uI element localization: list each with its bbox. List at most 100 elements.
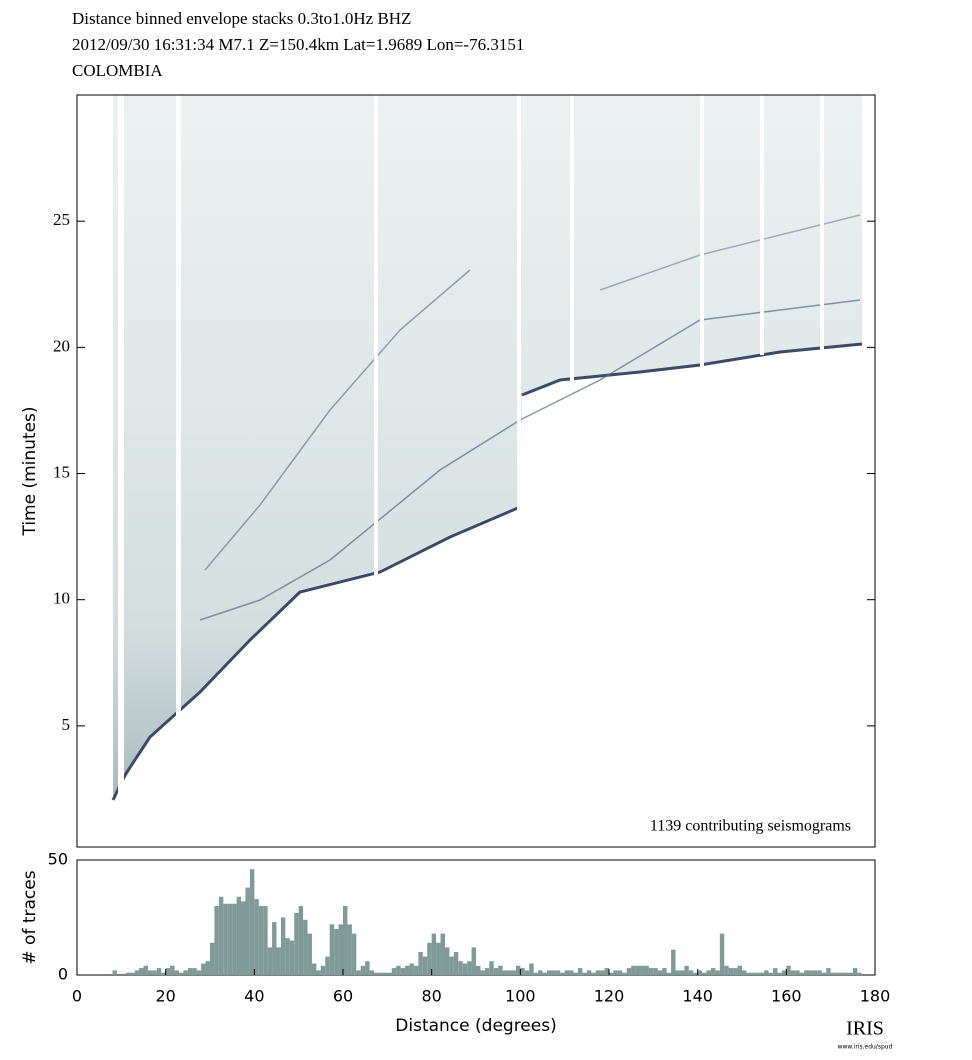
bar xyxy=(183,970,188,975)
bar xyxy=(227,903,233,975)
bar xyxy=(653,968,658,975)
bar xyxy=(502,970,508,975)
bar xyxy=(316,970,321,975)
gap-stripe xyxy=(570,95,574,385)
y-axis-label: # of traces xyxy=(20,870,40,964)
bar xyxy=(728,968,734,975)
bar xyxy=(755,972,760,975)
y-tick-label: 20 xyxy=(53,336,70,355)
envelope-image xyxy=(111,95,863,801)
bar xyxy=(161,972,166,975)
x-tick-label: 180 xyxy=(860,987,891,1006)
x-tick-label: 20 xyxy=(155,987,175,1006)
bar xyxy=(449,956,454,975)
bar xyxy=(374,972,379,975)
bar xyxy=(152,970,157,975)
bar xyxy=(520,968,525,975)
gap-stripe xyxy=(374,95,378,580)
logo: IRIS xyxy=(846,1018,884,1040)
envelope-field xyxy=(113,95,862,800)
bar xyxy=(546,970,552,975)
y-tick-label: 15 xyxy=(53,462,70,481)
bar xyxy=(830,972,836,975)
bar xyxy=(378,972,383,975)
bar xyxy=(201,963,206,975)
bar xyxy=(515,965,521,975)
bar xyxy=(826,968,831,975)
bar xyxy=(799,972,805,975)
chart-title: 2012/09/30 16:31:34 M7.1 Z=150.4km Lat=1… xyxy=(72,35,524,54)
bar xyxy=(573,972,578,975)
bar xyxy=(440,933,445,975)
bar xyxy=(679,970,685,975)
bar xyxy=(311,963,317,975)
chart-title: COLOMBIA xyxy=(72,61,163,80)
bar xyxy=(458,961,463,975)
bar xyxy=(498,965,503,975)
bar xyxy=(391,968,397,975)
bar xyxy=(715,970,720,975)
bar xyxy=(267,947,273,975)
bar xyxy=(236,896,242,975)
y-tick-label: 50 xyxy=(48,850,68,869)
bar xyxy=(542,972,547,975)
bar xyxy=(533,972,539,975)
bar xyxy=(742,970,747,975)
bar xyxy=(595,970,601,975)
bar xyxy=(640,965,645,975)
bar xyxy=(143,965,148,975)
x-tick-label: 120 xyxy=(594,987,625,1006)
bar xyxy=(511,970,516,975)
bar xyxy=(139,968,144,975)
bar xyxy=(662,968,667,975)
x-axis-label: Distance (degrees) xyxy=(395,1016,556,1036)
bar xyxy=(688,970,694,975)
bar xyxy=(480,970,485,975)
bar xyxy=(524,970,530,975)
bar xyxy=(635,965,641,975)
bar xyxy=(280,917,286,975)
bar xyxy=(631,965,636,975)
bar xyxy=(626,968,632,975)
bar xyxy=(422,956,428,975)
bar xyxy=(604,968,609,975)
bar xyxy=(529,963,534,975)
bar xyxy=(320,965,326,975)
bar xyxy=(214,906,219,975)
bar xyxy=(289,940,295,975)
bar xyxy=(365,961,370,975)
bar xyxy=(369,970,375,975)
bar xyxy=(773,968,778,975)
bar xyxy=(675,970,680,975)
bar xyxy=(130,972,135,975)
bar xyxy=(303,919,308,975)
bar xyxy=(648,968,654,975)
bar xyxy=(493,968,499,975)
phase-line xyxy=(199,299,861,621)
gap-stripe xyxy=(760,95,764,355)
bar xyxy=(427,942,432,975)
bar xyxy=(307,933,312,975)
gap-stripe xyxy=(176,95,181,720)
bar xyxy=(484,968,490,975)
bar xyxy=(405,965,410,975)
bar xyxy=(622,972,627,975)
bar xyxy=(382,972,388,975)
bar xyxy=(276,947,281,975)
bar xyxy=(245,887,250,975)
bar xyxy=(387,972,392,975)
y-tick-label: 10 xyxy=(53,589,70,608)
bar xyxy=(294,912,299,975)
bar xyxy=(263,906,268,975)
bar xyxy=(750,972,756,975)
chart-title: Distance binned envelope stacks 0.3to1.0… xyxy=(72,9,411,28)
bar xyxy=(507,970,512,975)
bar xyxy=(254,899,259,975)
bar xyxy=(759,972,765,975)
bar xyxy=(790,970,796,975)
bar xyxy=(112,970,117,975)
gap-stripe xyxy=(517,95,521,515)
bar xyxy=(808,970,813,975)
bar xyxy=(178,972,184,975)
